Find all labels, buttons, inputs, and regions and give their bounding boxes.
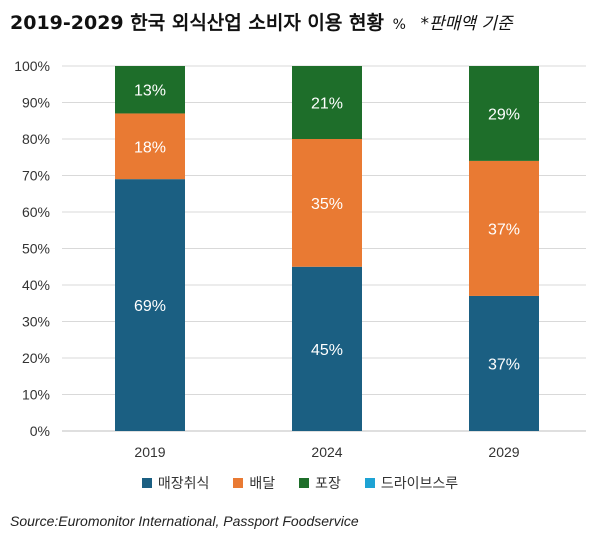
- stacked-bar-chart: 0% 10% 20% 30% 40% 50% 60% 70% 80% 90% 100% 69% 18%…: [14, 58, 586, 460]
- y-axis-ticks: 0% 10% 20% 30% 40% 50% 60% 70% 80% 90% 100%: [14, 58, 50, 439]
- bar-segment: [292, 66, 362, 139]
- legend-label: 드라이브스루: [380, 476, 459, 492]
- bar-data-label: 21%: [311, 96, 343, 113]
- bar-data-label: 45%: [311, 342, 343, 359]
- x-tick-label: 2029: [488, 444, 519, 460]
- bar-segment: [115, 66, 185, 114]
- y-tick-label: 90%: [22, 95, 50, 111]
- chart-title-unit: %: [392, 17, 406, 33]
- legend-item: 드라이브스루: [364, 473, 459, 493]
- y-tick-label: 100%: [14, 58, 50, 74]
- bar-segment: [115, 179, 185, 431]
- chart-title: 2019-2029 한국 외식산업 소비자 이용 현황 % *판매액 기준: [10, 8, 513, 35]
- y-tick-label: 50%: [22, 241, 50, 257]
- source-note: Source:Euromonitor International, Passpo…: [10, 513, 359, 529]
- bar-data-label: 13%: [134, 83, 166, 100]
- y-tick-label: 70%: [22, 168, 50, 184]
- y-tick-label: 30%: [22, 314, 50, 330]
- bar-data-label: 35%: [311, 196, 343, 213]
- chart-legend: 매장취식 배달 포장 드라이브스루: [0, 473, 600, 493]
- bar-series: 69% 18% 13% 45% 35% 21% 37% 37% 29%: [115, 66, 539, 431]
- legend-label: 포장: [315, 476, 341, 492]
- bar-segment: [292, 266, 362, 431]
- legend-swatch: [299, 478, 310, 488]
- y-tick-label: 10%: [22, 387, 50, 403]
- legend-swatch: [141, 478, 152, 488]
- x-tick-label: 2019: [134, 444, 165, 460]
- bar-data-label: 37%: [488, 356, 520, 373]
- bar-segment: [115, 113, 185, 180]
- chart-title-note: *판매액 기준: [420, 14, 513, 34]
- y-tick-label: 60%: [22, 204, 50, 220]
- bar-data-label: 29%: [488, 106, 520, 123]
- legend-label: 매장취식: [157, 476, 210, 492]
- y-tick-label: 20%: [22, 350, 50, 366]
- legend-label: 배달: [249, 476, 276, 492]
- legend-swatch: [233, 478, 244, 488]
- y-tick-label: 40%: [22, 277, 50, 293]
- legend-item: 배달: [233, 473, 275, 493]
- bar-data-label: 69%: [134, 298, 166, 315]
- y-tick-label: 80%: [22, 131, 50, 147]
- legend-item: 매장취식: [141, 473, 210, 493]
- x-axis-labels: 2019 2024 2029: [134, 444, 519, 460]
- bar-segment: [469, 66, 539, 161]
- x-tick-label: 2024: [311, 444, 342, 460]
- bar-segment: [292, 139, 362, 267]
- y-tick-label: 0%: [30, 423, 50, 439]
- bar-segment: [469, 295, 539, 431]
- legend-swatch: [364, 478, 375, 488]
- chart-title-text: 2019-2029 한국 외식산업 소비자 이용 현황: [10, 12, 384, 34]
- bar-segment: [469, 160, 539, 296]
- bar-data-label: 18%: [134, 139, 166, 156]
- legend-item: 포장: [299, 473, 341, 493]
- bar-data-label: 37%: [488, 221, 520, 238]
